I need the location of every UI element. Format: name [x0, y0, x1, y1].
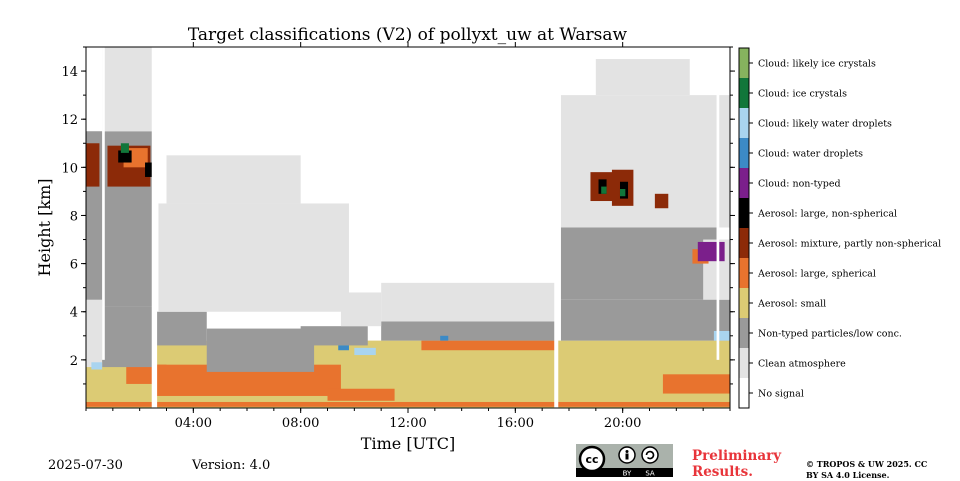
by-label: BY [623, 470, 632, 478]
colorbar-swatch [739, 108, 749, 138]
legend-label: Cloud: likely ice crystals [758, 59, 876, 70]
axes: 04:00 08:00 12:00 16:00 20:00 2 4 6 8 10 12 14 Time … [35, 42, 735, 453]
date-label: 2025-07-30 [48, 458, 123, 473]
sa-label: SA [645, 470, 655, 478]
class-region-12 [560, 299, 730, 341]
class-region-9 [206, 328, 315, 372]
class-region-25 [86, 143, 100, 187]
colorbar-frame [738, 47, 750, 409]
x-axis-label: Time [UTC] [361, 434, 455, 453]
class-region-44 [151, 47, 158, 408]
y-tick-label: 12 [61, 113, 78, 128]
y-tick-label: 10 [61, 161, 78, 176]
legend-label: Aerosol: small [757, 299, 826, 310]
class-region-17 [166, 155, 301, 204]
class-region-5 [421, 340, 556, 351]
legend-label: Aerosol: large, non-spherical [757, 209, 897, 220]
colorbar-swatch [739, 348, 749, 378]
class-region-35 [120, 143, 129, 153]
class-region-32 [145, 162, 154, 177]
preliminary-results: Preliminary Results. [692, 448, 782, 480]
colorbar-swatch [739, 138, 749, 168]
colorbar-swatch [739, 228, 749, 258]
class-region-6 [662, 374, 730, 394]
colorbar-swatch [739, 258, 749, 288]
legend-label: Cloud: non-typed [758, 179, 841, 190]
class-region-16 [158, 203, 349, 312]
class-region-45 [554, 47, 559, 408]
class-region-47 [102, 47, 105, 360]
class-region-46 [716, 47, 720, 360]
class-region-1 [86, 401, 730, 407]
class-region-28 [654, 193, 669, 209]
class-region-41 [713, 330, 730, 341]
colorbar-swatch [739, 48, 749, 78]
x-tick-label: 20:00 [604, 416, 641, 431]
y-axis-label: Height [km] [35, 179, 54, 277]
x-tick-label: 04:00 [175, 416, 212, 431]
version-label: Version: 4.0 [192, 458, 271, 473]
class-region-14 [560, 227, 717, 300]
legend-label: Cloud: likely water droplets [758, 119, 892, 130]
class-region-19 [381, 282, 556, 322]
cc-icon-text: cc [585, 453, 598, 466]
class-region-7 [102, 306, 154, 368]
class-region-8 [153, 311, 207, 346]
legend-label: Aerosol: mixture, partly non-spherical [757, 239, 941, 250]
x-tick-label: 16:00 [497, 416, 534, 431]
y-tick-label: 14 [61, 65, 78, 80]
legend-label: No signal [758, 389, 804, 400]
class-region-36 [601, 186, 607, 194]
legend-label: Aerosol: large, spherical [757, 269, 876, 280]
class-region-37 [619, 188, 626, 197]
x-tick-label: 08:00 [282, 416, 319, 431]
class-region-43 [440, 335, 449, 341]
colorbar-legend: No signal Clean atmosphere Non-typed parti… [738, 47, 941, 409]
y-tick-label: 4 [70, 306, 78, 321]
colorbar-swatch [739, 168, 749, 198]
class-region-15 [86, 299, 103, 368]
y-tick-label: 6 [70, 258, 78, 273]
x-tick-label: 12:00 [389, 416, 426, 431]
class-region-21 [102, 47, 154, 132]
sa-icon-arrow [645, 450, 655, 460]
legend-label: Cloud: ice crystals [758, 89, 847, 100]
colorbar-swatch [739, 378, 749, 408]
class-region-38 [697, 241, 725, 262]
class-region-22 [595, 59, 690, 96]
class-region-42 [338, 345, 349, 351]
colorbar-swatch [739, 198, 749, 228]
colorbar-swatch [739, 288, 749, 318]
class-region-3 [126, 364, 167, 384]
by-icon-head [625, 450, 629, 453]
colorbar-swatch [739, 78, 749, 108]
legend-label: Cloud: water droplets [758, 149, 863, 160]
plot-area [86, 47, 730, 408]
y-tick-label: 2 [70, 354, 78, 369]
class-region-40 [354, 347, 376, 356]
cc-badge-footer [576, 468, 673, 477]
chart-title: Target classifications (V2) of pollyxt_u… [187, 25, 628, 45]
class-region-10 [300, 326, 368, 346]
legend-label: Non-typed particles/low conc. [758, 329, 902, 340]
legend-label: Clean atmosphere [758, 359, 846, 370]
cc-icon [578, 445, 606, 473]
class-region-11 [381, 321, 556, 341]
class-region-20 [560, 95, 730, 228]
class-region-18 [340, 292, 382, 327]
by-icon-body [625, 453, 629, 460]
cc-license-badge: cc BY SA [576, 444, 673, 477]
colorbar-swatch [739, 318, 749, 348]
copyright-notice: © TROPOS & UW 2025. CC BY SA 4.0 License… [806, 459, 928, 480]
class-region-31 [118, 150, 132, 163]
class-region-39 [91, 362, 103, 370]
sa-icon [641, 446, 659, 464]
y-tick-label: 8 [70, 209, 78, 224]
class-region-4 [327, 388, 395, 401]
